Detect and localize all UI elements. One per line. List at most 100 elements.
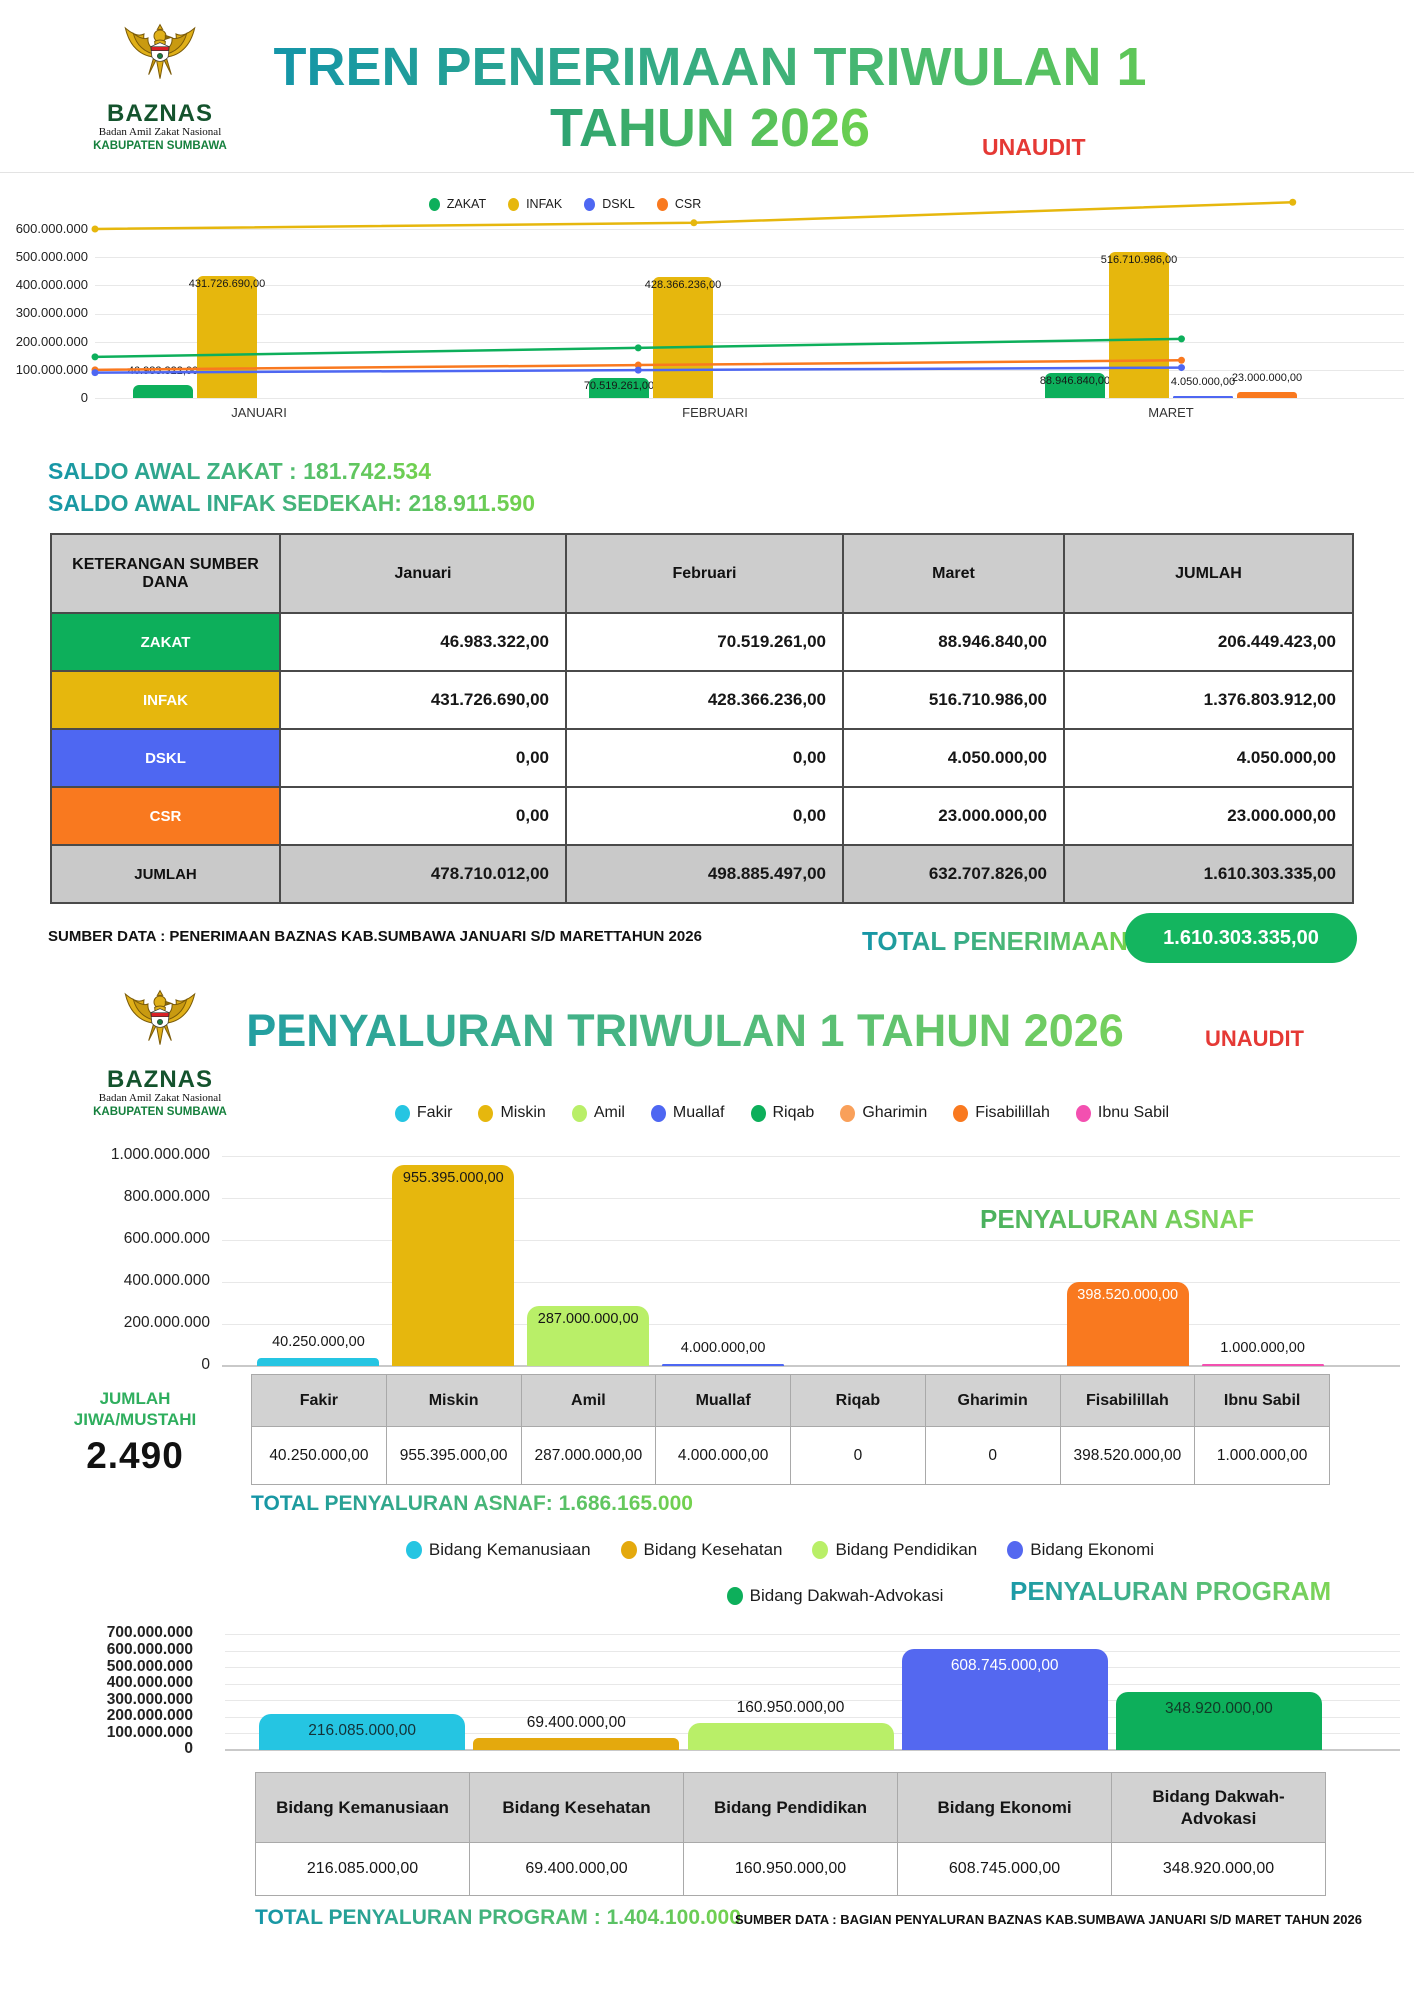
table-cell: 0,00 [565,728,844,788]
y-tick-label: 100.000.000 [106,1723,193,1741]
legend-dot-icon [620,1541,637,1559]
legend-dot-icon [1075,1104,1091,1122]
legend-item: ZAKAT [428,197,486,211]
bar-value-label: 4.000.000,00 [680,1340,766,1356]
bar-value-label: 4.050.000,00 [1170,375,1236,388]
bar-dskl-maret [1173,395,1233,398]
bar-bidang-dakwah-advokasi [1115,1692,1322,1750]
y-tick-label: 0 [184,1740,193,1758]
y-tick-label: 0 [80,389,88,405]
section1-title: TREN PENERIMAAN TRIWULAN 1 TAHUN 2026 [170,37,1250,159]
y-tick-label: 1.000.000.000 [110,1146,210,1164]
x-axis-line [225,1749,1400,1751]
table-cell: 46.983.322,00 [279,612,567,672]
table-header-cell: Fisabilillah [1059,1374,1196,1427]
bar-value-label: 160.950.000,00 [736,1698,845,1716]
legend-dot-icon [953,1104,969,1122]
jumlah-label: JUMLAH [99,1389,171,1408]
table-cell: 632.707.826,00 [842,844,1065,904]
table-cell: 431.726.690,00 [279,670,567,730]
bar-bidang-kesehatan [473,1738,680,1750]
table-cell: 348.920.000,00 [1111,1842,1326,1896]
table-header-cell: KETERANGAN SUMBER DANA [50,533,281,614]
table-cell: 4.050.000,00 [842,728,1065,788]
table-cell: 478.710.012,00 [279,844,567,904]
legend-label: Bidang Kesehatan [643,1540,783,1559]
bar-value-label: 69.400.000,00 [526,1713,626,1731]
bar-value-label: 70.519.261,00 [583,380,655,393]
table-header-cell: Maret [842,533,1065,614]
bar-ibnu-sabil [1201,1363,1324,1366]
table-header-cell: Bidang Dakwah-Advokasi [1111,1772,1326,1843]
legend-label: Bidang Kemanusiaan [428,1540,591,1559]
legend-item: Fisabilillah [953,1104,1050,1122]
bar-value-label: 216.085.000,00 [308,1722,416,1740]
y-tick-label: 500.000.000 [15,249,88,265]
table-cell: 0,00 [565,786,844,846]
legend-item: Ibnu Sabil [1075,1104,1169,1122]
section1-title-line1: TREN PENERIMAAN TRIWULAN 1 [273,37,1147,97]
legend-item: Riqab [750,1104,814,1122]
brand-org: Badan Amil Zakat Nasional [98,1092,222,1105]
table-header-cell: Bidang Ekonomi [897,1772,1112,1843]
bar-zakat-maret [1045,372,1105,398]
chart-legend: Bidang Kemanusiaan Bidang Kesehatan Bidang… [150,1540,1410,1560]
table-header-cell: Muallaf [655,1374,791,1427]
bar-value-label: 955.395.000,00 [402,1170,504,1187]
table-cell: 4.000.000,00 [655,1426,791,1485]
table-cell: 4.050.000,00 [1063,728,1354,788]
table-header-cell: JUMLAH [1063,533,1354,614]
row-label-cell: ZAKAT [50,612,281,672]
jiwa-mustahik-label: JIWA/MUSTAHI [73,1410,197,1430]
penyaluran-asnaf-title: PENYALURAN ASNAF [980,1204,1254,1234]
legend-dot-icon [650,1104,666,1122]
x-axis-line [222,1365,1400,1367]
legend-item: Bidang Dakwah-Advokasi [726,1586,944,1606]
y-tick-label: 700.000.000 [106,1624,193,1642]
gridline [95,229,1404,230]
total-penyaluran-program: TOTAL PENYALURAN PROGRAM : 1.404.100.000 [255,1906,741,1929]
legend-label: Fakir [416,1104,453,1121]
bar-value-label: 348.920.000,00 [1165,1700,1273,1718]
table-cell: 498.885.497,00 [565,844,844,904]
jumlah-jiwa-value: 2.490 [86,1434,184,1476]
table-cell: 160.950.000,00 [683,1842,898,1896]
table-header-cell: Februari [565,533,844,614]
gridline [222,1156,1400,1157]
brand-region: KABUPATEN SUMBAWA [93,1106,227,1119]
gridline [95,285,1404,287]
table-cell: 23.000.000,00 [842,786,1065,846]
y-tick-label: 400.000.000 [123,1272,210,1290]
y-tick-label: 600.000.000 [106,1641,193,1659]
legend-dot-icon [478,1104,494,1122]
legend-label: Bidang Pendidikan [835,1540,978,1559]
legend-dot-icon [1007,1541,1024,1559]
garuda-emblem-icon [124,23,196,79]
bar-zakat-februari [589,378,649,398]
legend-item: Muallaf [650,1104,725,1122]
y-tick-label: 800.000.000 [123,1188,210,1206]
bar-amil [527,1305,650,1366]
gridline [95,398,1404,399]
legend-dot-icon [750,1104,766,1122]
table-cell: 0 [790,1426,926,1485]
y-tick-label: 600.000.000 [15,220,88,236]
gridline [225,1700,1400,1702]
table-cell: 398.520.000,00 [1059,1426,1196,1485]
total-penerimaan-pill: 1.610.303.335,00 [1125,913,1357,963]
legend-label: INFAK [526,197,563,211]
legend-dot-icon [812,1541,829,1559]
legend-label: Gharimin [862,1104,928,1121]
legend-label: Bidang Dakwah-Advokasi [749,1586,944,1605]
legend-item: Bidang Kesehatan [620,1540,783,1560]
bar-value-label: 40.250.000,00 [272,1334,365,1351]
row-label-cell: INFAK [50,670,281,730]
row-label-cell: CSR [50,786,281,846]
legend-item: Miskin [478,1104,546,1122]
legend-label: DSKL [602,197,635,211]
legend-label: CSR [674,197,702,211]
legend-dot-icon [394,1104,410,1122]
bar-bidang-pendidikan [687,1723,894,1750]
gridline [222,1240,1400,1241]
